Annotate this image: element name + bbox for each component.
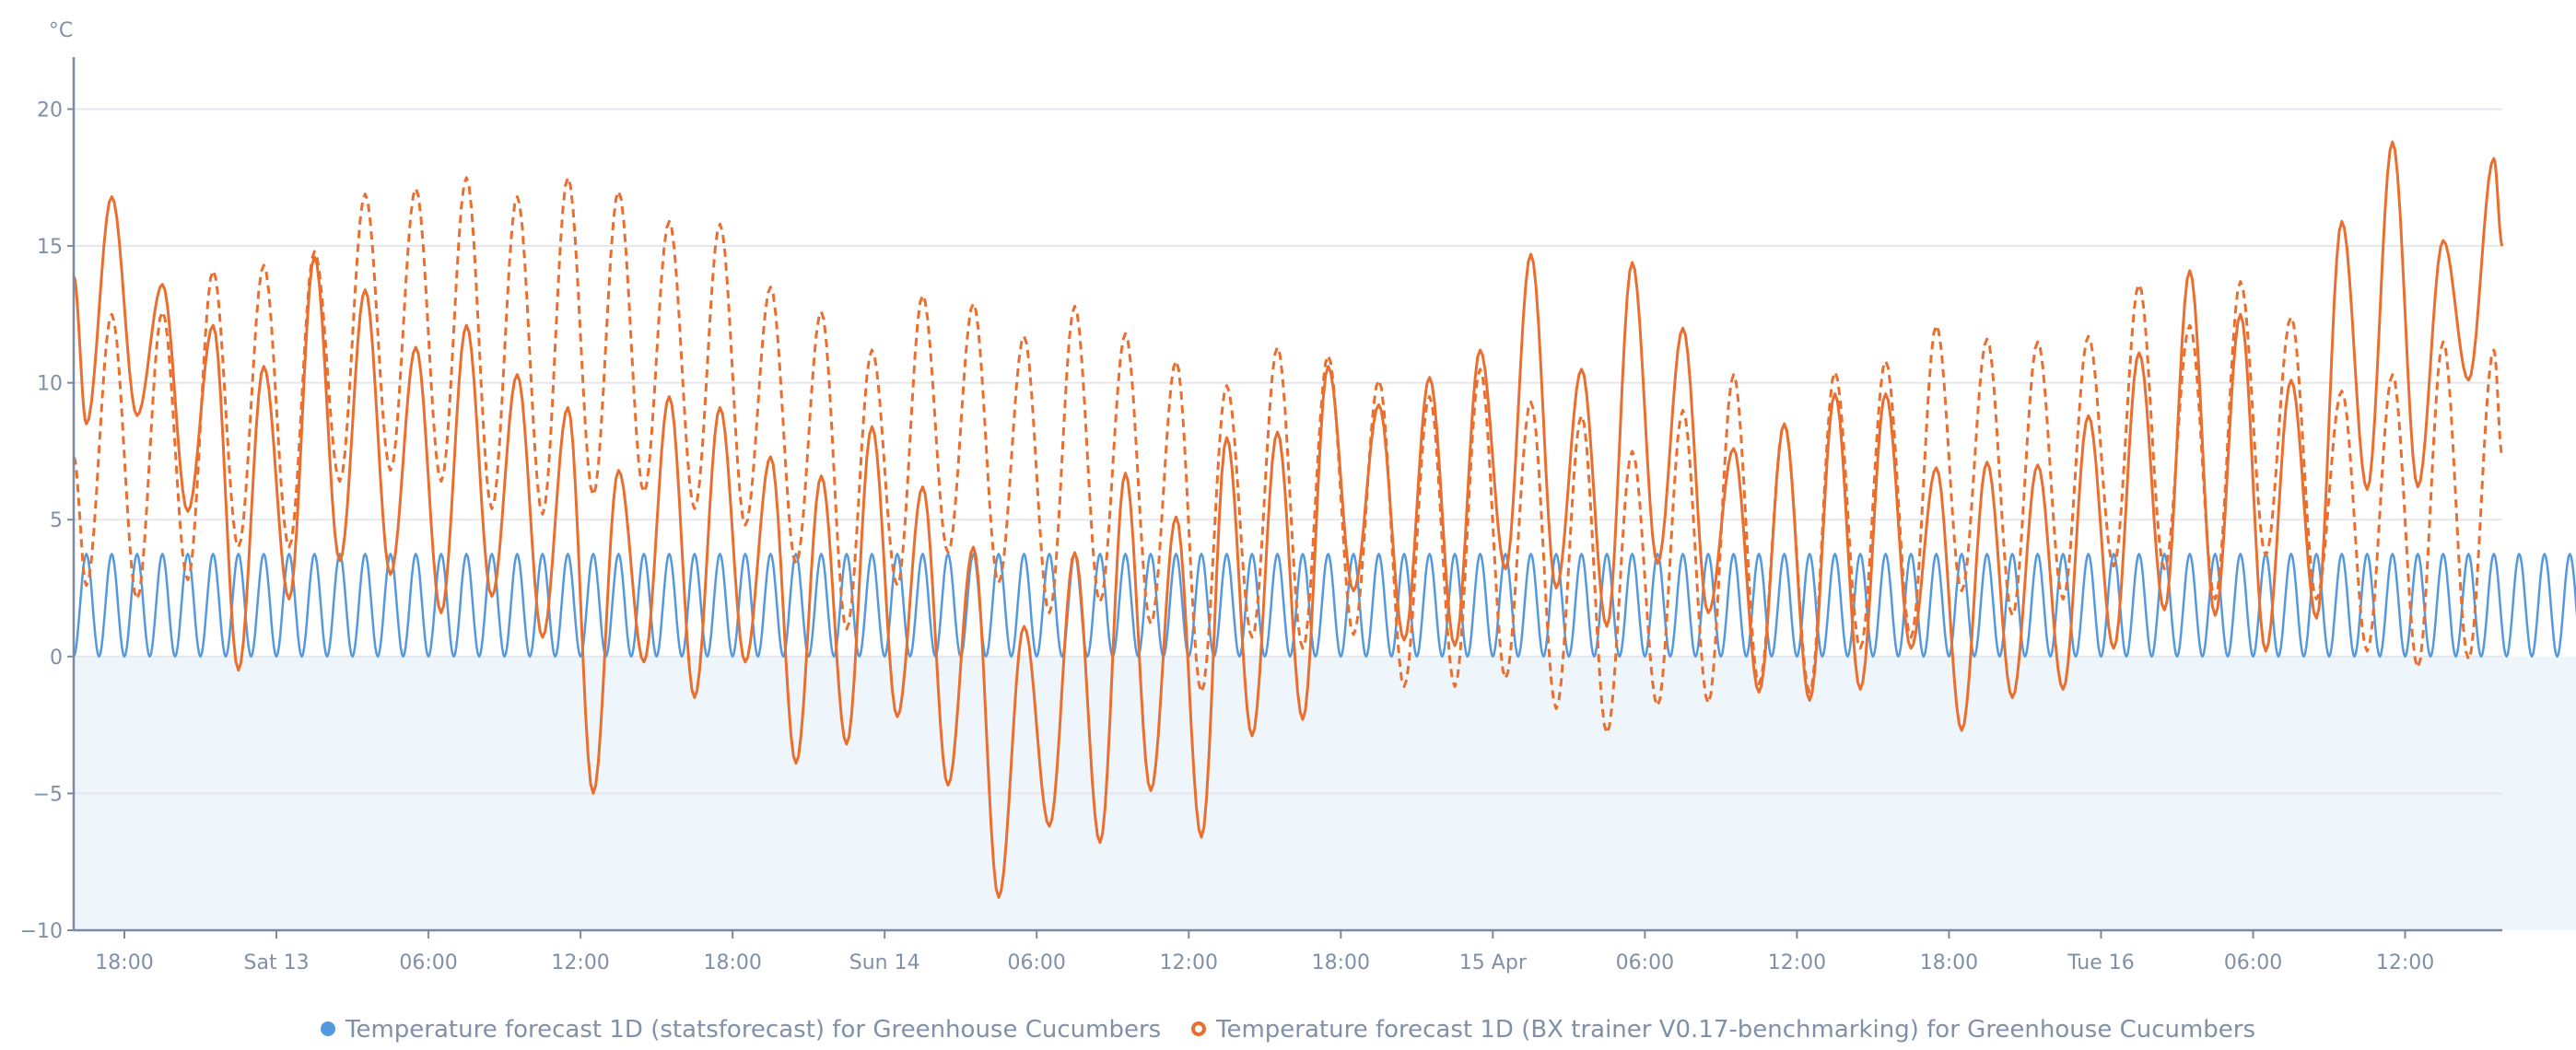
legend[interactable]: Temperature forecast 1D (statsforecast) … [321,1016,2255,1044]
legend-item-statsforecast[interactable]: Temperature forecast 1D (statsforecast) … [321,1016,1161,1044]
y-tick-label: 5 [50,509,63,532]
x-tick-label: 18:00 [1312,951,1370,974]
x-tick-label: 12:00 [1160,951,1218,974]
x-tick-label: 12:00 [2376,951,2434,974]
x-tick-label: 06:00 [1616,951,1674,974]
series-line-statsforecast[interactable] [72,553,2576,659]
x-tick-label: Sun 14 [849,951,920,974]
x-tick-label: Sat 13 [244,951,310,974]
y-tick-label: −5 [33,783,63,806]
x-tick-label: 18:00 [1920,951,1978,974]
x-tick-label: 12:00 [1768,951,1826,974]
series-line-bx-trainer[interactable] [72,140,2504,899]
legend-ring-icon [1191,1021,1206,1036]
x-tick-label: 18:00 [95,951,153,974]
y-tick-label: 20 [37,99,63,122]
x-tick-label: 06:00 [1008,951,1066,974]
x-tick-label: 18:00 [703,951,761,974]
legend-label-statsforecast: Temperature forecast 1D (statsforecast) … [345,1016,1161,1044]
x-tick-label: Tue 16 [2067,951,2135,974]
x-tick-label: 15 Apr [1459,951,1528,974]
y-axis-unit: °C [49,19,73,42]
axes: −10 −5 0 5 10 15 20 18:00 Sat 13 06:00 12:00 18:00 S… [20,57,2502,974]
series-line-bx-trainer-dashed[interactable] [72,176,2504,735]
y-tick-label: 10 [37,373,63,396]
y-tick-label: 15 [37,236,63,259]
x-tick-label: 12:00 [551,951,609,974]
x-tick-label: 06:00 [2224,951,2282,974]
legend-dot-icon [321,1021,335,1036]
legend-label-bx-trainer: Temperature forecast 1D (BX trainer V0.1… [1215,1016,2255,1044]
legend-item-bx-trainer[interactable]: Temperature forecast 1D (BX trainer V0.1… [1191,1016,2255,1044]
x-tick-label: 06:00 [399,951,457,974]
y-tick-label: −10 [20,920,63,943]
series-lines[interactable] [72,140,2576,899]
y-tick-label: 0 [50,647,63,670]
